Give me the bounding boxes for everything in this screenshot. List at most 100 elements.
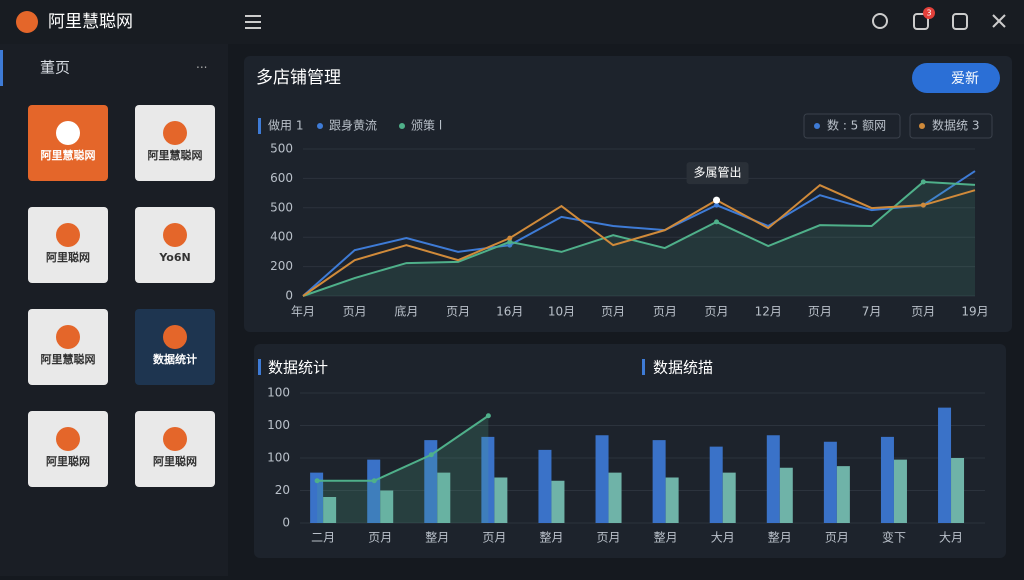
y-tick-label: 100 [267,451,290,465]
series-line [302,183,976,297]
thumb-label: Yo6N [158,251,190,264]
y-tick-label: 20 [275,483,290,497]
badge [923,7,935,19]
panel-title: 多店铺管理 [256,68,341,88]
point [507,239,513,245]
badge-dot [814,123,820,129]
header [0,0,1024,44]
x-tick-label: 页月 [653,305,677,319]
y-tick-label: 500 [270,142,293,156]
legend-dot [317,123,323,129]
bar [665,477,679,523]
x-tick-label: 年月 [291,305,315,319]
x-tick-label: 页月 [343,305,367,319]
subtitle: 做用 1 [268,118,303,133]
bar [481,436,495,523]
thumb-label: 阿里聪网 [46,250,90,264]
home-link[interactable]: 董页 [40,59,70,77]
search-icon[interactable] [872,13,888,29]
section-title: 数据统计 [268,359,328,377]
y-tick-label: 200 [270,259,293,273]
y-tick-label: 100 [267,418,290,432]
x-tick-label: 10月 [548,305,575,319]
bar [652,440,666,523]
point [428,452,434,458]
area [303,181,975,296]
title-bar [258,359,261,375]
thumb-logo [163,121,187,145]
x-tick-label: 页月 [597,531,621,545]
thumb-label: 阿里聪网 [153,454,197,468]
y-tick-label: 500 [270,200,293,214]
bar [893,459,907,523]
bar [766,435,780,523]
bar [608,472,622,523]
y-tick-label: 0 [282,516,290,530]
thumb-label: 阿里慧聪网 [148,148,203,162]
x-tick-label: 19月 [961,305,988,319]
thumb-label: 阿里慧聪网 [41,352,96,366]
bar [323,497,337,523]
thumb-label: 阿里慧聪网 [41,148,96,162]
refresh-label[interactable]: 爱新 [951,71,979,87]
x-tick-label: 页月 [825,531,849,545]
x-tick-label: 7月 [862,305,882,319]
bar [551,480,565,523]
bar [380,490,394,523]
more[interactable]: ··· [196,61,207,75]
bar [424,440,438,523]
x-tick-label: 页月 [446,305,470,319]
close-icon[interactable] [992,14,1006,28]
x-tick-label: 整月 [425,530,449,545]
badge-label: 数 : 5 额网 [827,118,886,133]
legend-label: 跟身黄流 [329,118,377,133]
bar [880,436,894,523]
bar [722,472,736,523]
x-tick-label: 页月 [808,305,832,319]
thumb-logo [56,325,80,349]
message-icon[interactable] [913,13,929,30]
menu-icon[interactable] [245,15,261,29]
badge-text: 3 [926,9,931,18]
y-tick-label: 400 [270,230,293,244]
filter-bar [258,118,261,134]
bar [836,466,850,523]
refresh-button[interactable] [912,63,1000,93]
series-line [302,170,976,297]
thumb-logo [163,325,187,349]
series-line [302,180,976,297]
x-tick-label: 底月 [394,304,418,319]
logo [16,11,38,33]
bar [938,407,952,523]
thumb-logo [56,427,80,451]
y-tick-label: 600 [270,171,293,185]
y-tick-label: 100 [267,386,290,400]
thumb-logo [56,121,80,145]
bar [823,441,837,523]
thumb-logo [163,223,187,247]
badge-box [803,113,901,139]
bar [494,477,508,523]
legend-dot [919,123,925,129]
point [314,478,320,484]
x-tick-label: 二月 [311,531,335,545]
point [920,202,926,208]
x-tick-label: 页月 [482,531,506,545]
point [507,235,513,241]
x-tick-label: 变下 [882,530,906,545]
x-tick-label: 16月 [496,305,523,319]
legend-label: 数据统 3 [932,118,979,133]
bar [310,472,324,523]
thumb-label: 数据统计 [153,352,197,366]
point [371,478,377,484]
legend-label: 颁策 l [411,118,442,133]
brand: 阿里慧聪网 [48,12,133,32]
highlight [713,196,721,204]
x-tick-label: 大月 [711,531,735,545]
x-tick-label: 整月 [768,530,792,545]
x-tick-label: 页月 [368,531,392,545]
notify-icon[interactable] [952,13,968,30]
x-tick-label: 页月 [705,305,729,319]
point [920,179,926,185]
